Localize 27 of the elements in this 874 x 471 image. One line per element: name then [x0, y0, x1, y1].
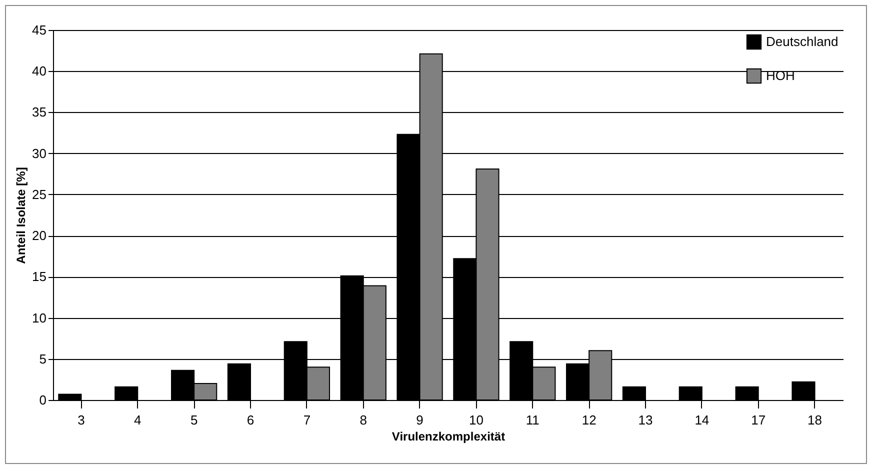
y-tick-label: 20 — [32, 228, 46, 244]
y-tick-label: 0 — [39, 392, 46, 408]
x-tick-label: 7 — [303, 412, 311, 428]
y-tick-label: 15 — [32, 269, 46, 284]
x-tick-label: 17 — [751, 412, 766, 428]
legend-label: Deutschland — [766, 34, 838, 49]
x-tick-label: 13 — [638, 412, 653, 428]
y-tick-label: 5 — [39, 351, 46, 366]
x-tick-label: 11 — [526, 412, 540, 428]
x-axis-title: Virulenzkomplexität — [392, 430, 506, 444]
x-tick-label: 9 — [416, 412, 424, 428]
y-tick-label: 45 — [32, 22, 46, 38]
x-tick-label: 12 — [582, 412, 596, 428]
x-tick-label: 14 — [694, 412, 710, 428]
x-tick-label: 4 — [134, 412, 142, 428]
y-tick-label: 25 — [32, 186, 46, 202]
x-tick-label: 6 — [246, 412, 254, 428]
y-tick-label: 35 — [32, 104, 46, 120]
y-tick-label: 30 — [32, 146, 46, 161]
x-tick-label: 5 — [190, 412, 198, 428]
x-tick-label: 18 — [808, 412, 822, 428]
y-tick-label: 40 — [32, 64, 46, 79]
y-axis-title: Anteil Isolate [%] — [14, 167, 28, 264]
x-tick-label: 8 — [360, 412, 367, 428]
x-tick-label: 3 — [78, 412, 85, 428]
y-tick-label: 10 — [32, 310, 46, 326]
x-tick-label: 10 — [468, 412, 484, 428]
